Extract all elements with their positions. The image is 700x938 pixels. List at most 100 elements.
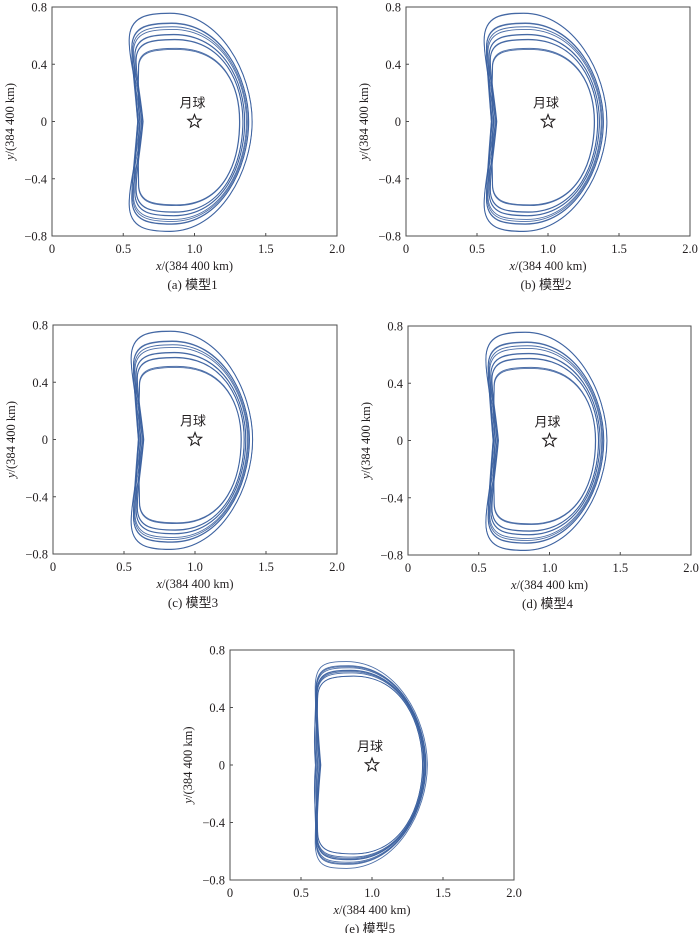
x-tick-label: 0.5: [293, 886, 309, 900]
orbit-loop: [493, 366, 597, 526]
orbit-loop: [483, 12, 608, 232]
y-tick-label: 0: [397, 434, 403, 448]
moon-label: 月球: [180, 414, 206, 429]
y-tick-label: 0: [42, 433, 48, 447]
y-axis-label: y/(384 400 km): [3, 83, 17, 162]
panel-caption: (a) 模型1: [167, 277, 217, 292]
moon-label: 月球: [534, 415, 560, 430]
orbit-loop: [133, 341, 250, 543]
orbit-trajectory: [128, 12, 253, 232]
orbit-trajectory: [313, 661, 428, 869]
x-tick-label: 1.0: [187, 242, 203, 256]
orbit-loop: [137, 47, 241, 207]
orbit-loop: [314, 661, 428, 869]
x-tick-label: 2.0: [506, 886, 522, 900]
y-tick-label: 0: [41, 115, 47, 129]
x-tick-label: 1.0: [540, 242, 556, 256]
orbit-trajectory: [485, 331, 608, 551]
orbit-loop: [128, 13, 253, 232]
orbit-loop: [489, 348, 603, 539]
y-axis-label: y/(384 400 km): [181, 726, 195, 805]
moon-star-icon: [539, 112, 557, 129]
orbit-loop: [137, 48, 240, 206]
y-tick-label: 0: [395, 115, 401, 129]
orbit-loop: [489, 38, 599, 213]
orbit-loop: [133, 344, 249, 540]
y-tick-label: 0.4: [385, 58, 401, 72]
panel-caption: (e) 模型5: [345, 921, 395, 933]
x-tick-label: 0.5: [115, 242, 131, 256]
y-tick-label: −0.4: [380, 491, 403, 505]
orbit-loop: [132, 29, 247, 220]
chart-svg-a: 0 0.5 1.0 1.5 2.0 0.8 0.4 0 −0.4 −0.8 x/(384 400 k…: [3, 1, 345, 293]
orbit-loop: [315, 666, 427, 864]
orbit-loop: [134, 347, 248, 538]
y-tick-label: −0.4: [378, 172, 401, 186]
orbit-loop: [138, 365, 242, 525]
y-tick-label: −0.8: [378, 230, 401, 244]
orbit-loop: [315, 675, 424, 855]
y-tick-label: −0.8: [24, 230, 47, 244]
moon-star-icon: [186, 112, 203, 129]
x-axis-label: x/(384 400 km): [332, 903, 410, 917]
x-axis-label: x/(384 400 km): [510, 578, 588, 592]
x-tick-label: 0: [403, 242, 409, 256]
y-tick-label: 0.8: [32, 319, 48, 333]
y-tick-label: −0.8: [25, 548, 48, 562]
orbit-loop: [486, 26, 603, 222]
orbit-loop: [135, 38, 244, 213]
chart-panel-d: 0 0.5 1.0 1.5 2.0 0.8 0.4 0 −0.4 −0.8 x/(384 400 k…: [350, 312, 700, 622]
moon-star-icon: [541, 431, 558, 448]
x-tick-label: 0: [49, 242, 55, 256]
x-axis-label: x/(384 400 km): [155, 259, 233, 273]
orbit-loop: [138, 366, 242, 524]
chart-panel-a: 0 0.5 1.0 1.5 2.0 0.8 0.4 0 −0.4 −0.8 x/(384 400 k…: [0, 0, 350, 305]
y-tick-label: −0.8: [202, 874, 225, 888]
chart-panel-b: 0 0.5 1.0 1.5 2.0 0.8 0.4 0 −0.4 −0.8 x/(384 400 k…: [350, 0, 700, 305]
y-tick-label: 0.8: [385, 1, 401, 15]
orbit-loop: [487, 342, 605, 544]
orbit-loop: [486, 23, 604, 225]
x-tick-label: 0.5: [116, 560, 132, 574]
orbit-loop: [316, 671, 425, 859]
x-tick-label: 0.5: [471, 561, 487, 575]
y-axis-label: y/(384 400 km): [359, 402, 373, 481]
moon-label: 月球: [357, 739, 383, 754]
chart-svg-e: 0 0.5 1.0 1.5 2.0 0.8 0.4 0 −0.4 −0.8 x/(384 400 k…: [181, 644, 522, 937]
orbit-loop: [485, 331, 608, 551]
y-tick-label: −0.4: [202, 816, 225, 830]
y-tick-label: −0.4: [24, 172, 47, 186]
y-tick-label: 0.8: [209, 644, 225, 658]
y-tick-label: 0.4: [387, 377, 403, 391]
chart-panel-c: 0 0.5 1.0 1.5 2.0 0.8 0.4 0 −0.4 −0.8 x/(384 400 k…: [0, 312, 350, 622]
orbit-trajectory: [130, 330, 254, 550]
x-tick-label: 0: [50, 560, 56, 574]
orbit-loop: [135, 351, 247, 535]
y-tick-label: 0.4: [32, 376, 48, 390]
moon-label: 月球: [179, 96, 205, 111]
x-tick-label: 0.5: [469, 242, 485, 256]
y-tick-label: 0: [219, 759, 225, 773]
orbit-loop: [491, 48, 595, 206]
y-tick-label: −0.4: [25, 490, 48, 504]
moon-star-icon: [363, 756, 381, 772]
panel-caption: (c) 模型3: [168, 595, 218, 610]
x-tick-label: 1.0: [542, 561, 558, 575]
x-tick-label: 2.0: [683, 561, 699, 575]
orbit-loop: [487, 29, 602, 220]
x-tick-label: 1.0: [364, 886, 380, 900]
x-tick-label: 1.0: [187, 560, 203, 574]
orbit-loop: [488, 345, 604, 541]
chart-svg-b: 0 0.5 1.0 1.5 2.0 0.8 0.4 0 −0.4 −0.8 x/(384 400 k…: [357, 1, 698, 293]
y-tick-label: 0.4: [31, 58, 47, 72]
chart-svg-c: 0 0.5 1.0 1.5 2.0 0.8 0.4 0 −0.4 −0.8 x/(384 400 k…: [4, 319, 345, 611]
x-axis-label: x/(384 400 km): [155, 577, 233, 591]
chart-svg-d: 0 0.5 1.0 1.5 2.0 0.8 0.4 0 −0.4 −0.8 x/(384 400 k…: [359, 320, 699, 612]
y-tick-label: 0.8: [387, 320, 403, 334]
y-tick-label: −0.8: [380, 549, 403, 563]
x-tick-label: 2.0: [682, 242, 698, 256]
orbit-loop: [131, 22, 250, 225]
y-axis-label: y/(384 400 km): [357, 83, 371, 162]
chart-panel-e: 0 0.5 1.0 1.5 2.0 0.8 0.4 0 −0.4 −0.8 x/(384 400 k…: [175, 633, 525, 937]
x-tick-label: 1.5: [435, 886, 451, 900]
